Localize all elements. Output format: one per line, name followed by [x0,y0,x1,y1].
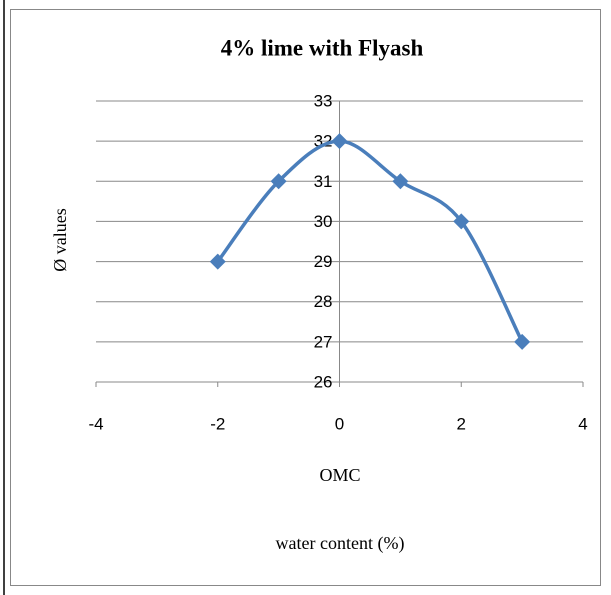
y-tick-label: 33 [314,91,333,110]
y-tick-label: 29 [314,252,333,271]
data-point [514,333,531,350]
x-tick-label: -4 [88,414,103,433]
y-axis-label: Ø values [50,208,70,271]
x-axis-label: OMC [319,465,360,485]
annotation: water content (%) [276,533,405,554]
data-point [392,173,409,190]
y-tick-label: 28 [314,292,333,311]
data-point [209,253,226,270]
data-point [270,173,287,190]
y-tick-label: 26 [314,372,333,391]
data-point [453,213,470,230]
chart-title: 4% lime with Flyash [221,35,424,60]
data-point [331,133,348,150]
x-tick-label: 0 [335,414,344,433]
chart-border [10,9,601,586]
x-tick-label: -2 [210,414,225,433]
y-tick-label: 30 [314,212,333,231]
x-tick-label: 4 [578,414,587,433]
y-tick-label: 27 [314,332,333,351]
y-tick-label: 31 [314,172,333,191]
series-line [216,139,524,343]
x-tick-label: 2 [457,414,466,433]
